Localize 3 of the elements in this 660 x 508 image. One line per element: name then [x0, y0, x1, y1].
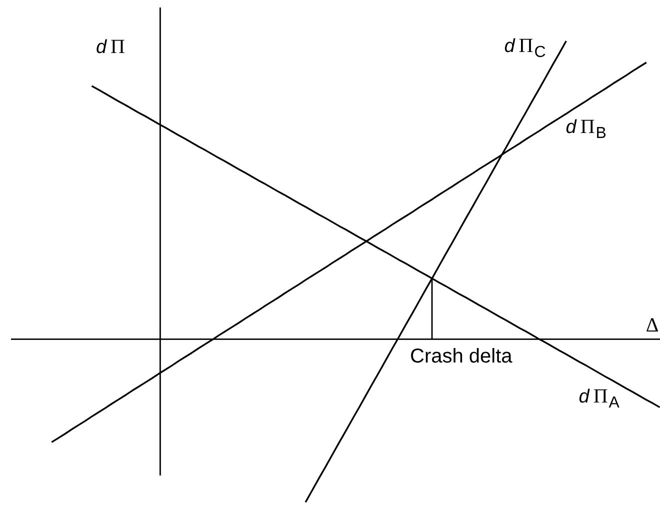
y-axis-title: dΠ [96, 36, 125, 58]
x-axis-title: Δ [646, 314, 659, 336]
annotation: Crash delta [410, 345, 514, 368]
